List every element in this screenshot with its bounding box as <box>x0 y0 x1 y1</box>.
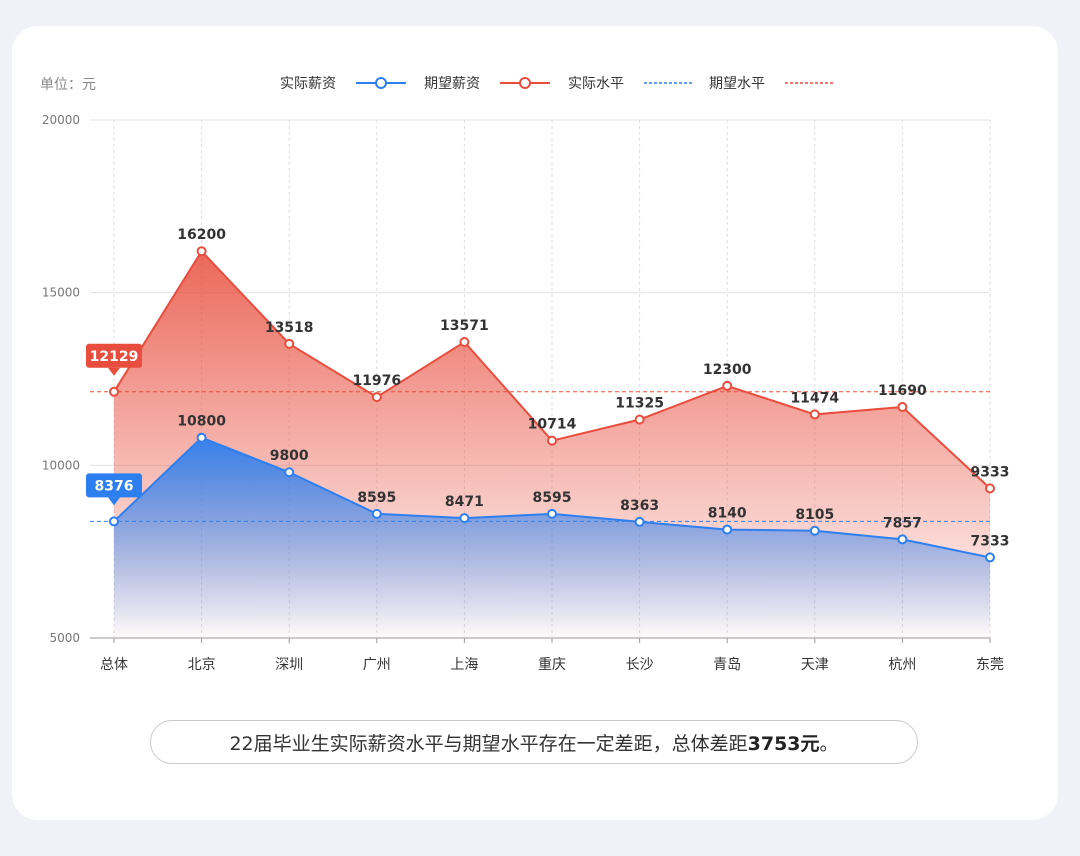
legend-label: 实际薪资 <box>280 76 336 92</box>
expected-data-label: 11690 <box>878 383 927 399</box>
actual-data-label: 7333 <box>971 533 1010 549</box>
actual-data-label: 8595 <box>533 490 572 506</box>
actual-data-label: 9800 <box>270 448 309 464</box>
expected-data-label: 12300 <box>703 362 752 378</box>
legend-marker <box>375 77 387 89</box>
expected-level-badge-label: 12129 <box>90 349 139 365</box>
salary-chart: 单位：元 5000 10000 15000 20000 16200 13518 11976 13… <box>40 76 1010 673</box>
actual-data-label: 8471 <box>445 494 484 510</box>
y-tick-label: 20000 <box>42 113 80 127</box>
y-tick-label: 15000 <box>42 286 80 300</box>
actual-point <box>284 467 295 478</box>
expected-point <box>809 409 820 420</box>
caption-prefix: 22届毕业生实际薪资水平与期望水平存在一定差距，总体差距 <box>229 732 748 755</box>
actual-level-badge-pointer <box>108 497 120 506</box>
legend-label: 期望薪资 <box>424 76 480 92</box>
expected-data-label: 16200 <box>177 227 226 243</box>
expected-data-label: 11325 <box>615 396 664 412</box>
x-tick-label: 天津 <box>801 657 829 673</box>
x-tick-label: 重庆 <box>538 657 566 673</box>
expected-point <box>897 401 908 412</box>
actual-point <box>109 516 119 527</box>
actual-data-label: 7857 <box>883 515 922 531</box>
actual-point <box>196 432 207 443</box>
x-tick-label: 上海 <box>450 657 478 673</box>
actual-data-label: 8140 <box>708 506 747 522</box>
y-tick-label: 5000 <box>49 631 80 645</box>
y-tick-label: 10000 <box>42 458 80 472</box>
actual-data-label: 8595 <box>357 490 396 506</box>
actual-point <box>371 508 382 519</box>
actual-level-badge <box>86 473 142 498</box>
legend-label: 期望水平 <box>709 76 765 92</box>
x-tick-label: 深圳 <box>275 657 303 673</box>
expected-data-label: 11474 <box>790 390 839 406</box>
expected-point <box>371 392 382 403</box>
actual-point <box>547 508 557 519</box>
expected-point <box>722 380 733 391</box>
legend-marker <box>519 77 531 89</box>
x-tick-label: 北京 <box>188 657 216 673</box>
caption-highlight: 3753元 <box>747 732 820 755</box>
x-tick-label: 总体 <box>100 657 128 673</box>
legend-label: 实际水平 <box>568 76 624 92</box>
unit-label: 单位：元 <box>40 77 96 93</box>
actual-point <box>459 513 470 524</box>
x-tick-label: 东莞 <box>976 657 1004 673</box>
expected-level-badge-pointer <box>108 367 120 376</box>
expected-data-label: 13571 <box>440 318 489 334</box>
expected-level-badge <box>86 343 142 368</box>
expected-data-label: 10714 <box>528 417 577 433</box>
expected-data-label: 9333 <box>971 464 1010 480</box>
expected-point <box>459 337 470 348</box>
actual-point <box>634 516 645 527</box>
expected-point <box>985 483 995 494</box>
x-tick-label: 杭州 <box>888 657 916 673</box>
expected-point <box>109 386 119 397</box>
actual-data-label: 8105 <box>795 507 834 523</box>
actual-area <box>114 437 990 638</box>
actual-point <box>897 534 908 545</box>
expected-data-label: 11976 <box>352 373 401 389</box>
actual-point <box>985 552 995 563</box>
x-tick-label: 广州 <box>363 657 391 673</box>
actual-data-label: 10800 <box>177 414 226 430</box>
actual-point <box>722 524 733 535</box>
chart-card: 单位：元 5000 10000 15000 20000 16200 13518 11976 13… <box>12 26 1058 820</box>
actual-point <box>809 525 820 536</box>
caption-suffix: 。 <box>819 732 839 755</box>
expected-point <box>196 246 207 257</box>
actual-level-badge-label: 8376 <box>95 478 134 494</box>
expected-point <box>634 414 645 425</box>
expected-data-label: 13518 <box>265 320 314 336</box>
x-tick-label: 长沙 <box>626 657 654 673</box>
actual-data-label: 8363 <box>620 498 659 514</box>
expected-point <box>547 435 557 446</box>
expected-point <box>284 338 295 349</box>
caption-box: 22届毕业生实际薪资水平与期望水平存在一定差距，总体差距 3753元。 <box>150 720 918 764</box>
x-tick-label: 青岛 <box>713 657 741 673</box>
